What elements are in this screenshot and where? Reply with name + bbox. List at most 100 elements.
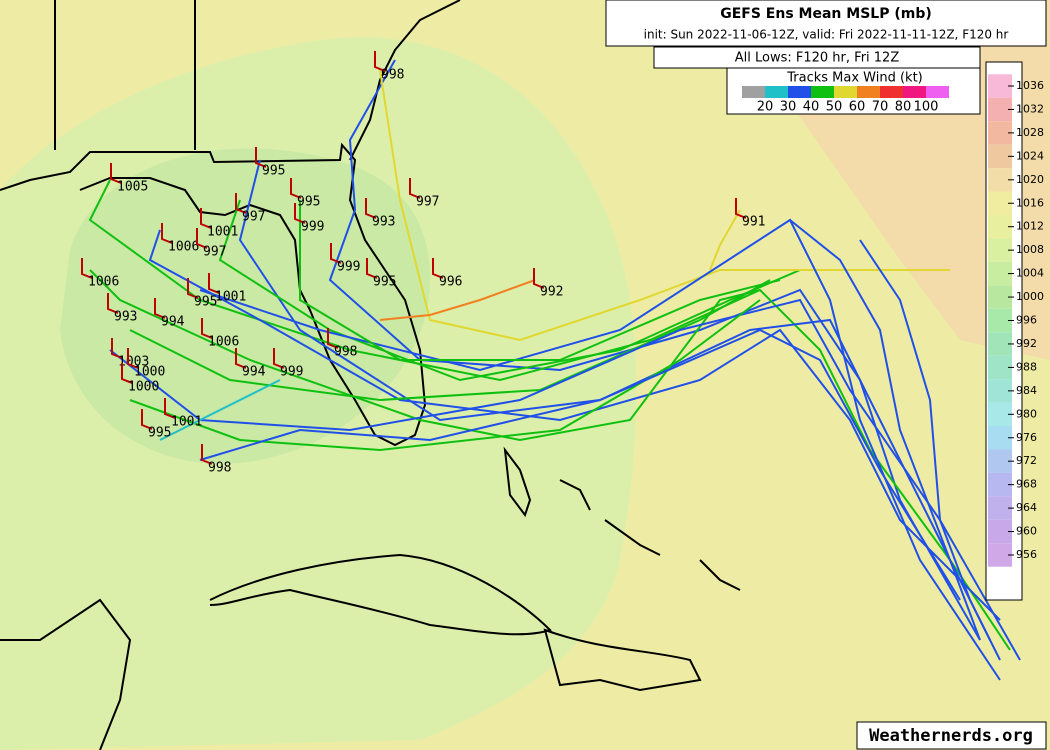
colorbar-swatch bbox=[988, 214, 1012, 239]
storm-track bbox=[218, 199, 801, 382]
low-pressure-label: 1001 bbox=[207, 225, 238, 240]
gulf-coast bbox=[0, 142, 427, 447]
low-pressure-label: 993 bbox=[114, 310, 137, 325]
storm-track bbox=[709, 209, 741, 271]
colorbar-label: 1008 bbox=[1016, 243, 1044, 256]
low-pressure-label: 996 bbox=[439, 275, 462, 290]
watermark: Weathernerds.org bbox=[869, 726, 1033, 746]
wind-swatch bbox=[880, 86, 903, 98]
low-marker bbox=[208, 273, 220, 294]
colorbar-swatch bbox=[988, 426, 1012, 450]
wind-swatch bbox=[811, 86, 834, 98]
wind-label: 50 bbox=[826, 100, 843, 115]
colorbar-swatch bbox=[988, 449, 1012, 473]
low-marker bbox=[164, 398, 176, 419]
colorbar: 1036 1032 1028 1024 1020 1016 1012 1008 1004 1000… bbox=[988, 74, 1044, 567]
tracks bbox=[88, 59, 1021, 681]
colorbar-label: 1012 bbox=[1016, 220, 1044, 233]
low-pressure-label: 1000 bbox=[134, 365, 165, 380]
coastlines bbox=[0, 0, 741, 750]
storm-track bbox=[88, 179, 1011, 651]
low-pressure-label: 992 bbox=[540, 285, 563, 300]
colorbar-swatch bbox=[988, 379, 1012, 403]
colorbar-label: 1000 bbox=[1016, 290, 1044, 303]
low-pressure-label: 993 bbox=[372, 215, 395, 230]
colorbar-swatch bbox=[988, 97, 1012, 122]
low-marker bbox=[365, 198, 377, 219]
storm-track bbox=[328, 59, 981, 641]
colorbar-swatch bbox=[988, 285, 1012, 309]
low-marker bbox=[121, 363, 133, 384]
colorbar-label: 968 bbox=[1016, 478, 1037, 491]
low-pressure-label: 998 bbox=[334, 345, 357, 360]
low-pressure-label: 997 bbox=[242, 210, 265, 225]
cuba bbox=[209, 553, 552, 636]
storm-track bbox=[379, 69, 950, 342]
title: GEFS Ens Mean MSLP (mb) bbox=[720, 6, 932, 22]
low-marker bbox=[273, 348, 285, 369]
storm-track bbox=[129, 299, 761, 452]
colorbar-label: 1032 bbox=[1016, 102, 1044, 115]
low-pressure-label: 997 bbox=[416, 195, 439, 210]
low-marker bbox=[154, 298, 166, 319]
low-marker bbox=[81, 258, 93, 279]
low-pressure-label: 1005 bbox=[117, 180, 148, 195]
colorbar-label: 1028 bbox=[1016, 126, 1044, 139]
low-marker bbox=[196, 228, 208, 249]
low-marker bbox=[187, 278, 199, 299]
low-pressure-label: 999 bbox=[280, 365, 303, 380]
storm-track bbox=[789, 219, 981, 641]
low-marker bbox=[111, 338, 123, 359]
lows: 998 1005 995 995 997 999 993 997 991 1001 1006 997 9… bbox=[81, 51, 765, 476]
wind-label: 30 bbox=[780, 100, 797, 115]
colorbar-swatch bbox=[988, 168, 1012, 192]
storm-track bbox=[299, 200, 781, 361]
low-pressure-label: 994 bbox=[242, 365, 266, 380]
colorbar-swatch bbox=[988, 144, 1012, 169]
colorbar-label: 992 bbox=[1016, 337, 1037, 350]
low-pressure-label: 1003 bbox=[118, 355, 149, 370]
low-pressure-label: 999 bbox=[301, 220, 324, 235]
wind-swatch bbox=[857, 86, 880, 98]
init-line: init: Sun 2022-11-06-12Z, valid: Fri 202… bbox=[644, 28, 1009, 42]
colorbar-label: 1036 bbox=[1016, 79, 1044, 92]
wind-swatch bbox=[788, 86, 811, 98]
low-pressure-label: 1006 bbox=[168, 240, 199, 255]
low-pressure-label: 1006 bbox=[88, 275, 119, 290]
colorbar-swatch bbox=[988, 261, 1012, 286]
low-marker bbox=[201, 444, 213, 465]
low-pressure-label: 995 bbox=[297, 195, 320, 210]
storm-track bbox=[109, 298, 1021, 661]
yucatan bbox=[0, 598, 132, 750]
state-borders bbox=[54, 0, 196, 150]
colorbar-swatch bbox=[988, 74, 1012, 98]
low-pressure-label: 998 bbox=[381, 68, 404, 83]
colorbar-swatch bbox=[988, 332, 1012, 356]
colorbar-label: 972 bbox=[1016, 454, 1037, 467]
colorbar-label: 1004 bbox=[1016, 267, 1044, 280]
low-marker bbox=[141, 409, 153, 430]
colorbar-label: 996 bbox=[1016, 314, 1037, 327]
atlantic-coast bbox=[349, 0, 461, 161]
colorbar-label: 976 bbox=[1016, 431, 1037, 444]
low-marker bbox=[201, 318, 213, 339]
low-pressure-label: 995 bbox=[373, 275, 396, 290]
colorbar-swatch bbox=[988, 121, 1012, 145]
low-marker bbox=[374, 51, 386, 72]
storm-track bbox=[859, 239, 1001, 661]
low-marker bbox=[235, 348, 247, 369]
low-pressure-label: 1006 bbox=[208, 335, 239, 350]
wind-legend: 20 30 40 50 60 70 80 100 bbox=[742, 86, 949, 115]
colorbar-swatch bbox=[988, 472, 1012, 497]
wind-label: 20 bbox=[757, 100, 774, 115]
low-pressure-label: 995 bbox=[194, 295, 217, 310]
low-pressure-label: 995 bbox=[148, 426, 171, 441]
subtitle: All Lows: F120 hr, Fri 12Z bbox=[735, 51, 900, 66]
low-marker bbox=[235, 193, 247, 214]
colorbar-label: 956 bbox=[1016, 548, 1037, 561]
low-marker bbox=[200, 208, 212, 229]
wind-label: 40 bbox=[803, 100, 820, 115]
low-pressure-label: 997 bbox=[203, 245, 226, 260]
